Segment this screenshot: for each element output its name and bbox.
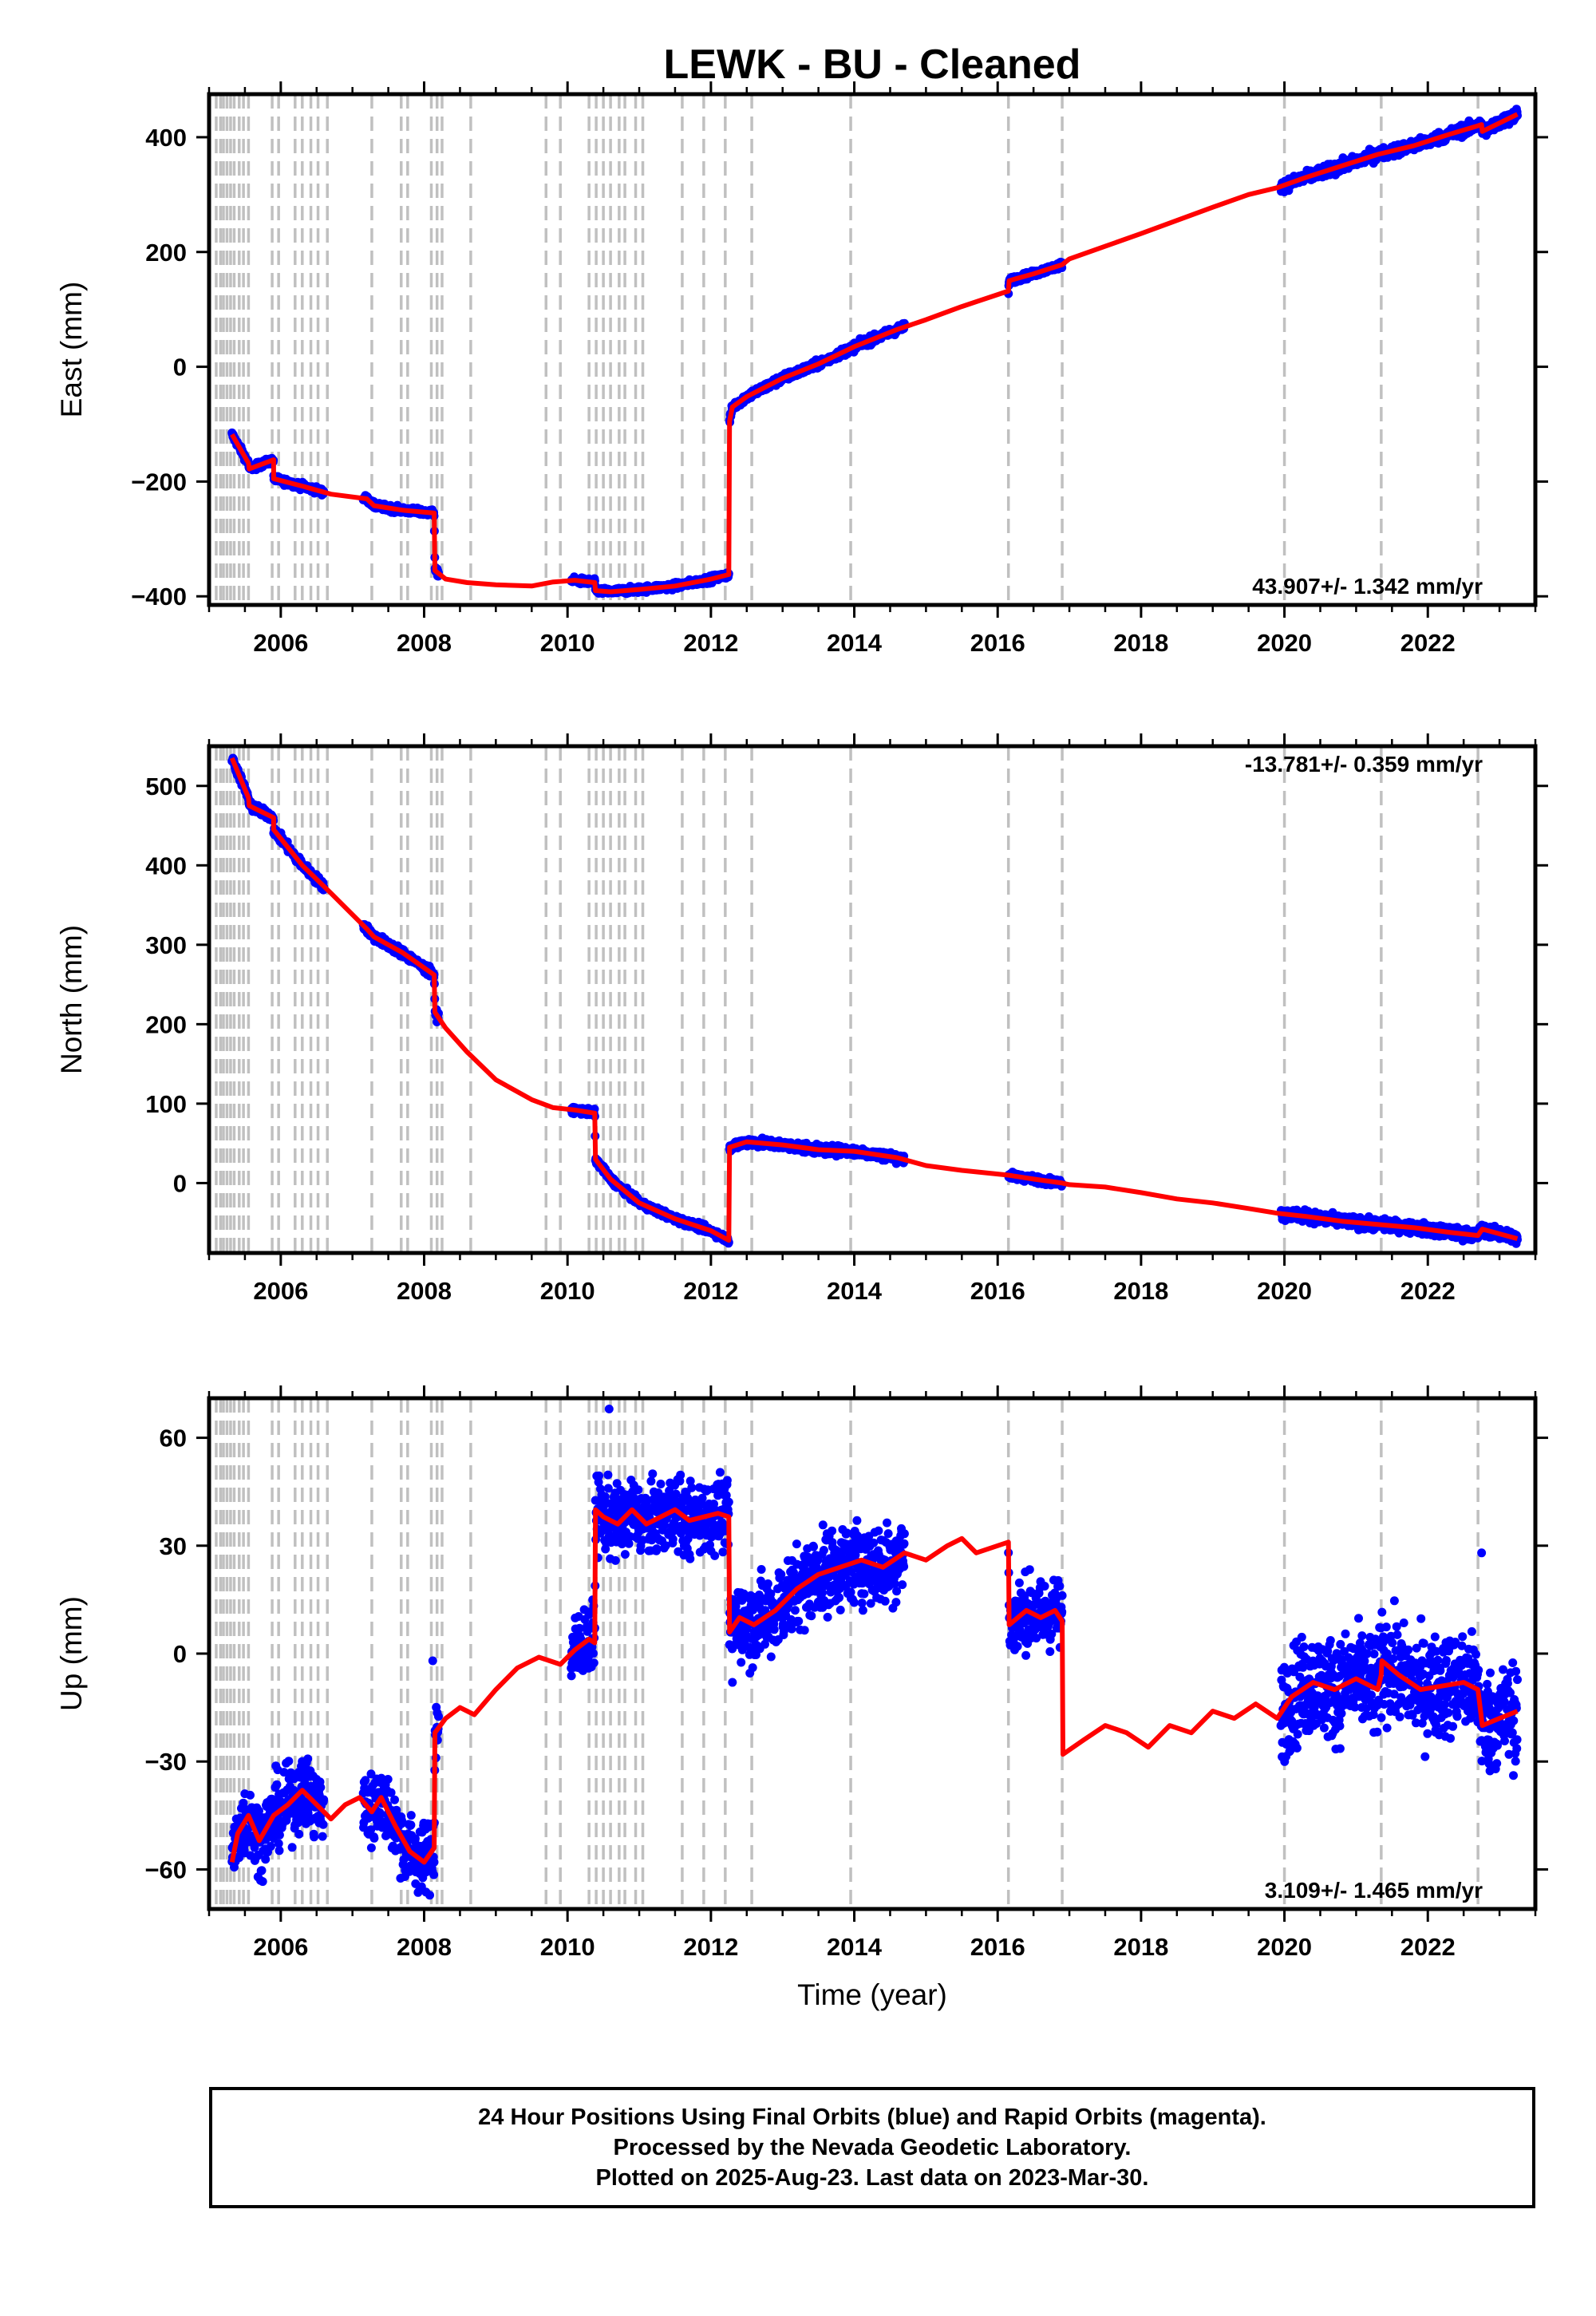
observation-points: [227, 105, 1522, 599]
x-tick-label: 2016: [970, 629, 1025, 657]
panels: 2006 2008 2010 2012 2014 2016 2018 2020 2022 −400…: [55, 81, 1548, 1961]
y-tick-label: 0: [173, 354, 187, 381]
y-tick-label: −200: [131, 468, 187, 496]
x-tick-label: 2006: [253, 629, 308, 657]
y-tick-label: −400: [131, 583, 187, 611]
x-tick-label: 2020: [1257, 629, 1312, 657]
x-tick-label: 2008: [397, 629, 452, 657]
x-tick-label: 2012: [683, 629, 738, 657]
plot-frame: [207, 92, 1538, 607]
model-line: [230, 112, 1519, 595]
plot-area: [215, 94, 1522, 605]
x-tick-label: 2014: [827, 629, 883, 657]
panel-east: 2006 2008 2010 2012 2014 2016 2018 2020 2022 −400…: [55, 81, 1548, 657]
x-tick-label: 2010: [540, 629, 595, 657]
panel-north: 2006 2008 2010 2012 2014 2016 2018 2020 20220100…: [55, 733, 1548, 1305]
y-tick-label: 400: [145, 124, 187, 152]
observation-points: [227, 753, 1522, 1248]
rate-annotation: 43.907+/- 1.342 mm/yr: [1252, 574, 1483, 599]
x-tick-label: 2018: [1113, 629, 1168, 657]
x-tick-label: 2022: [1400, 629, 1456, 657]
y-axis-label: East (mm): [55, 282, 88, 418]
chart-title: LEWK - BU - Cleaned: [664, 41, 1081, 88]
y-tick-label: 200: [145, 239, 187, 267]
plot-area: [215, 746, 1522, 1253]
